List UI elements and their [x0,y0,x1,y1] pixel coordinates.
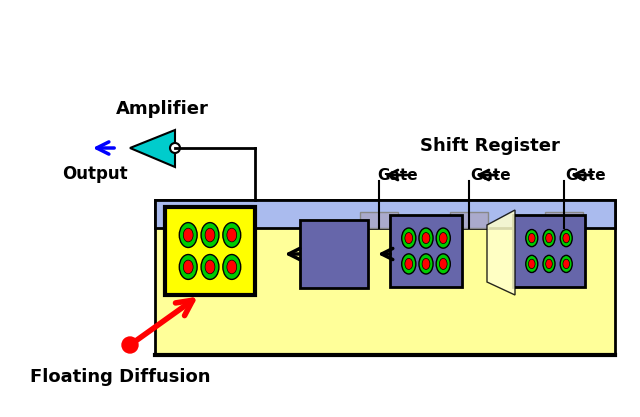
Ellipse shape [436,228,451,248]
Ellipse shape [419,228,433,248]
Text: Shift Register: Shift Register [420,137,560,155]
Ellipse shape [526,229,538,246]
FancyBboxPatch shape [155,200,615,228]
Ellipse shape [436,254,451,274]
Ellipse shape [201,223,219,247]
Ellipse shape [546,259,552,269]
FancyBboxPatch shape [155,200,615,355]
Circle shape [170,143,180,153]
Ellipse shape [402,228,416,248]
Ellipse shape [205,260,215,274]
Polygon shape [130,130,175,167]
FancyBboxPatch shape [545,212,583,228]
Ellipse shape [201,254,219,279]
Text: Floating Diffusion: Floating Diffusion [30,368,211,386]
FancyBboxPatch shape [390,215,462,287]
Text: Gate: Gate [470,168,511,183]
Polygon shape [487,210,515,295]
Ellipse shape [205,228,215,242]
Ellipse shape [183,228,193,242]
Ellipse shape [529,259,535,269]
Text: Gate: Gate [565,168,605,183]
Text: Output: Output [62,165,128,183]
Ellipse shape [546,234,552,243]
Ellipse shape [563,259,570,269]
Ellipse shape [529,234,535,243]
FancyBboxPatch shape [513,215,585,287]
Ellipse shape [183,260,193,274]
Ellipse shape [563,234,570,243]
Ellipse shape [223,254,241,279]
Ellipse shape [227,260,237,274]
Ellipse shape [402,254,416,274]
Ellipse shape [419,254,433,274]
Ellipse shape [526,255,538,272]
Ellipse shape [439,259,447,269]
FancyBboxPatch shape [300,220,368,288]
Ellipse shape [227,228,237,242]
Text: Amplifier: Amplifier [116,100,209,118]
Ellipse shape [405,259,413,269]
FancyBboxPatch shape [360,212,398,228]
Ellipse shape [422,233,430,244]
Ellipse shape [179,223,197,247]
Ellipse shape [422,259,430,269]
Ellipse shape [223,223,241,247]
Circle shape [122,337,138,353]
Ellipse shape [543,229,555,246]
Ellipse shape [439,233,447,244]
Ellipse shape [405,233,413,244]
FancyBboxPatch shape [450,212,488,228]
Ellipse shape [179,254,197,279]
Ellipse shape [560,229,572,246]
Ellipse shape [560,255,572,272]
Text: Gate: Gate [377,168,418,183]
Ellipse shape [543,255,555,272]
FancyBboxPatch shape [165,207,255,295]
